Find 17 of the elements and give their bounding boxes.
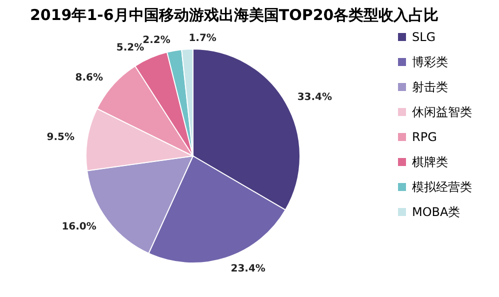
legend-label: RPG [412, 130, 437, 144]
data-label: 23.4% [230, 263, 266, 274]
data-label: 16.0% [62, 222, 96, 233]
data-label: 33.4% [297, 92, 332, 104]
data-label: 2.2% [142, 34, 170, 46]
chart-title: 2019年1-6月中国移动游戏出海美国TOP20各类型收入占比 [30, 6, 439, 24]
data-label: 1.7% [188, 33, 216, 44]
legend-label: 射击类 [412, 80, 448, 94]
data-label: 8.6% [75, 72, 103, 84]
legend-label: 棋牌类 [412, 155, 448, 169]
data-label: 9.5% [46, 132, 75, 144]
legend-label: 博彩类 [412, 55, 448, 69]
legend-label: 休闲益智类 [412, 105, 472, 119]
legend-label: 模拟经营类 [412, 180, 472, 194]
data-label: 5.2% [116, 42, 144, 54]
legend-label: MOBA类 [412, 205, 460, 219]
legend-label: SLG [412, 30, 436, 44]
